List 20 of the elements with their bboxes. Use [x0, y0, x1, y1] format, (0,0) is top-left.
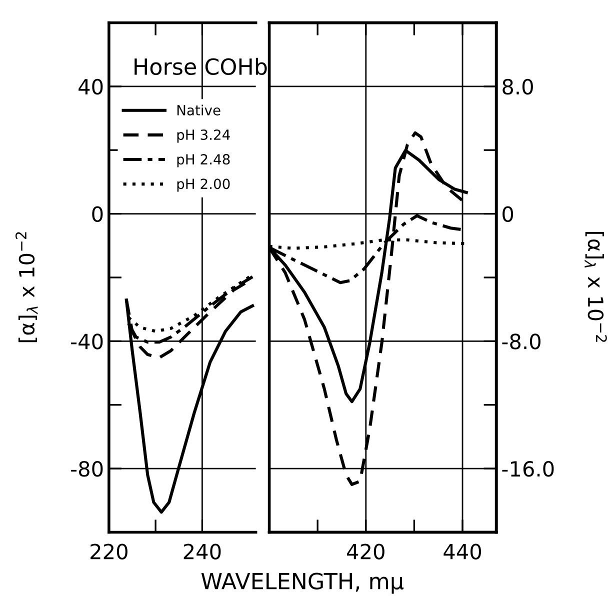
y-tick-label: 0 [92, 206, 103, 222]
x-tick-label: 220 [90, 544, 128, 560]
x-tick-label: 240 [184, 544, 221, 560]
y2-tick-label: 0 [502, 206, 514, 222]
legend-label: Native [177, 104, 220, 116]
x-tick-label: 420 [347, 544, 384, 560]
y2-tick-label: 8.0 [502, 78, 533, 95]
legend-label: pH 2.00 [177, 178, 230, 192]
x-tick-label: 440 [444, 544, 482, 560]
y-tick-label: -40 [71, 334, 103, 350]
y-tick-label: -80 [71, 460, 103, 477]
legend-label: pH 2.48 [177, 154, 230, 168]
y-tick-label: 40 [78, 78, 103, 95]
y-axis-title: [α]$_{λ}$ x 10$^{−2}$ [16, 232, 38, 342]
y2-tick-label: -16.0 [502, 460, 554, 477]
y2-tick-label: -8.0 [502, 334, 540, 350]
x-axis-title: WAVELENGTH, mμ [201, 572, 404, 594]
y2-axis-title: [α]$_{λ}$ x 10$^{−2}$ [584, 232, 607, 342]
legend-label: pH 3.24 [177, 130, 230, 143]
annotation: Horse COHb [134, 58, 267, 76]
